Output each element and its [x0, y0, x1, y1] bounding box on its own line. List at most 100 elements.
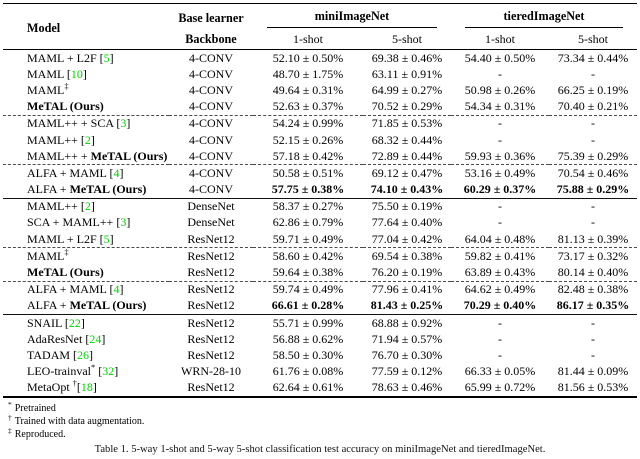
table-row: MAML++ + SCA [3] 4-CONV 54.24 ± 0.99% 71.85… — [3, 115, 637, 132]
accuracy-value: 73.34 ± 0.44% — [557, 50, 629, 65]
table-row: MAML + L2F [5] 4-CONV 52.10 ± 0.50% 69.38 ±… — [3, 50, 637, 67]
citation-number: 32 — [102, 364, 115, 379]
table-row: MAML [10] 4-CONV 48.70 ± 1.75% 63.11 ± 0.91… — [3, 66, 637, 82]
model-name: SCA + MAML++ [3] — [3, 215, 169, 231]
model-name: MAML + L2F [5] — [3, 50, 169, 67]
backbone-value: ResNet12 — [187, 331, 235, 346]
table-footnotes: * Pretrained † Trained with data augmentati… — [8, 400, 640, 441]
citation: [3] — [116, 116, 131, 131]
model-name-part: ALFA + MAML — [27, 165, 110, 180]
model-name: MAML++ + MeTAL (Ours) — [3, 148, 169, 166]
accuracy-value: 55.71 ± 0.99% — [272, 315, 344, 330]
accuracy-value: 52.10 ± 0.50% — [272, 50, 344, 65]
backbone-value: ResNet12 — [187, 347, 235, 362]
accuracy-value: 80.14 ± 0.40% — [549, 264, 637, 282]
model-name: MAML++ + SCA [3] — [3, 115, 169, 132]
footnote-marker: ‡ — [64, 246, 69, 257]
column-header-base-learner: Base learner — [178, 10, 244, 25]
citation: [18] — [76, 380, 97, 395]
backbone-value: ResNet12 — [169, 297, 253, 315]
model-name: AdaResNet [24] — [3, 331, 169, 347]
column-header-tiered-1shot: 1-shot — [485, 31, 515, 46]
table-row: MeTAL (Ours) ResNet12 59.64 ± 0.38% 76.20 ±… — [3, 264, 637, 282]
accuracy-value: - — [498, 116, 502, 131]
accuracy-value: 81.44 ± 0.09% — [557, 364, 629, 379]
backbone-value: 4-CONV — [169, 148, 253, 166]
model-name: LEO-trainval* [32] — [3, 363, 169, 380]
model-name-part: MAML — [27, 66, 67, 81]
accuracy-value: - — [591, 132, 595, 147]
accuracy-value: 86.17 ± 0.35% — [549, 297, 637, 315]
model-name-part: MetaOpt — [27, 380, 73, 395]
accuracy-value: 77.04 ± 0.42% — [363, 231, 451, 249]
citation-number: 3 — [120, 116, 127, 131]
table-row: MetaOpt †[18] ResNet12 62.64 ± 0.61% 78.63 … — [3, 378, 637, 397]
accuracy-value: 81.43 ± 0.25% — [363, 297, 451, 315]
citation-number: 5 — [103, 50, 110, 65]
model-name-part: SNAIL — [27, 315, 65, 330]
backbone-value: WRN-28-10 — [181, 364, 241, 379]
accuracy-value: 68.88 ± 0.92% — [371, 315, 443, 330]
accuracy-value: 54.24 ± 0.99% — [272, 116, 344, 131]
column-header-model: Model — [27, 20, 61, 35]
citation: [26] — [73, 347, 94, 362]
model-name: MAML + L2F [5] — [3, 231, 169, 249]
group-header-miniimagenet: miniImageNet — [253, 4, 451, 30]
column-header-mini-1shot: 1-shot — [293, 31, 323, 46]
table-row: ALFA + MeTAL (Ours) ResNet12 66.61 ± 0.28%… — [3, 297, 637, 315]
accuracy-value: 73.17 ± 0.32% — [557, 248, 629, 263]
model-name: MAML [10] — [3, 66, 169, 82]
accuracy-value: 59.93 ± 0.36% — [451, 148, 549, 166]
accuracy-value: - — [591, 66, 595, 81]
accuracy-value: - — [591, 347, 595, 362]
backbone-value: 4-CONV — [189, 82, 233, 97]
accuracy-value: 77.96 ± 0.41% — [371, 282, 443, 297]
backbone-value: 4-CONV — [169, 181, 253, 199]
accuracy-value: 59.71 ± 0.49% — [253, 231, 363, 249]
accuracy-value: - — [591, 315, 595, 330]
model-name-part: MeTAL (Ours) — [27, 265, 104, 280]
column-header-tiered-5shot: 5-shot — [578, 31, 608, 46]
citation-number: 4 — [113, 282, 120, 297]
model-name: MAML‡ — [3, 82, 169, 98]
accuracy-value: 56.88 ± 0.62% — [272, 331, 344, 346]
backbone-value: ResNet12 — [187, 380, 235, 395]
column-header-backbone: Backbone — [185, 31, 237, 46]
model-name: MAML++ [2] — [3, 198, 169, 215]
table-row: MAML‡ ResNet12 58.60 ± 0.42% 69.54 ± 0.38% 5… — [3, 248, 637, 265]
accuracy-value: 58.60 ± 0.42% — [272, 248, 344, 263]
accuracy-value: 59.74 ± 0.49% — [272, 282, 344, 297]
table-row: ALFA + MAML [4] 4-CONV 50.58 ± 0.51% 69.12 … — [3, 165, 637, 182]
backbone-value: ResNet12 — [169, 264, 253, 282]
accuracy-value: 57.75 ± 0.38% — [253, 181, 363, 199]
model-name-part: MAML++ + SCA — [27, 116, 117, 131]
accuracy-value: 58.37 ± 0.27% — [272, 199, 344, 214]
citation-number: 26 — [77, 347, 90, 362]
model-name: MeTAL (Ours) — [3, 98, 169, 116]
footnote-marker: † — [72, 378, 77, 389]
accuracy-value: 61.76 ± 0.08% — [272, 364, 344, 379]
model-name: MetaOpt †[18] — [3, 378, 169, 397]
accuracy-value: 60.29 ± 0.37% — [451, 181, 549, 199]
accuracy-value: - — [498, 347, 502, 362]
model-name-part: MAML++ — [27, 132, 81, 147]
accuracy-value: 75.39 ± 0.29% — [549, 148, 637, 166]
column-header-mini-5shot: 5-shot — [392, 31, 422, 46]
accuracy-value: 63.11 ± 0.91% — [371, 66, 443, 81]
accuracy-value: - — [498, 132, 502, 147]
model-name: MAML++ [2] — [3, 132, 169, 148]
model-name-part: MeTAL (Ours) — [90, 148, 168, 163]
accuracy-value: - — [498, 331, 502, 346]
accuracy-value: 68.32 ± 0.44% — [371, 132, 443, 147]
accuracy-value: 74.10 ± 0.43% — [363, 181, 451, 199]
accuracy-value: - — [498, 215, 502, 230]
model-name: ALFA + MAML [4] — [3, 281, 169, 298]
citation-number: 2 — [84, 132, 91, 147]
citation: [2] — [80, 199, 95, 214]
table-row: MeTAL (Ours) 4-CONV 52.63 ± 0.37% 70.52 ± 0… — [3, 98, 637, 116]
accuracy-value: 57.18 ± 0.42% — [253, 148, 363, 166]
model-name: TADAM [26] — [3, 347, 169, 363]
table-row: MAML++ + MeTAL (Ours) 4-CONV 57.18 ± 0.42%… — [3, 148, 637, 166]
accuracy-value: 59.64 ± 0.38% — [253, 264, 363, 282]
citation: [10] — [66, 66, 87, 81]
